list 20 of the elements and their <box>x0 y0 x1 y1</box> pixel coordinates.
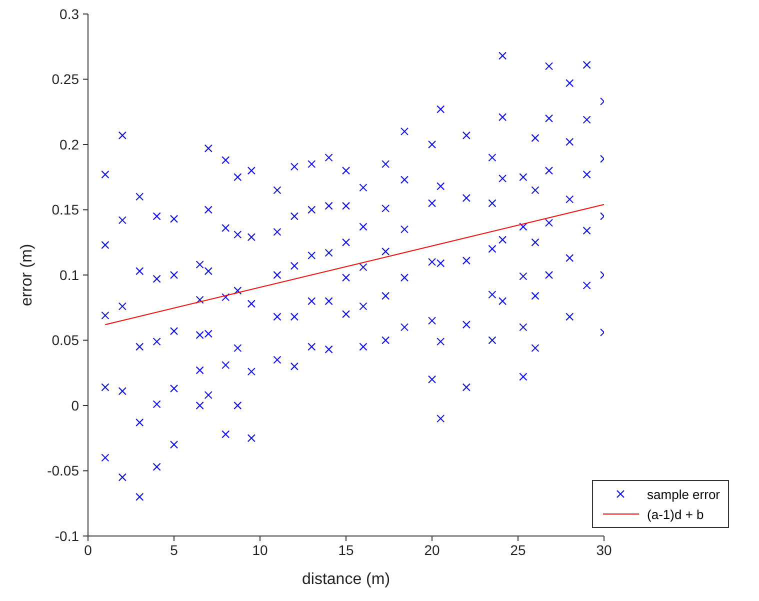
x-tick-label: 0 <box>84 542 92 558</box>
x-tick-label: 10 <box>252 542 268 558</box>
y-tick-label: 0 <box>71 397 80 414</box>
legend-label: (a-1)d + b <box>647 506 704 522</box>
x-axis-title: distance (m) <box>302 571 390 588</box>
x-tick-label: 15 <box>338 542 354 558</box>
y-tick-label: 0.15 <box>52 202 80 218</box>
x-tick-label: 30 <box>596 542 612 558</box>
y-tick-label: 0.1 <box>60 266 80 283</box>
y-axis-title: error (m) <box>18 244 36 306</box>
y-tick-label: 0.05 <box>52 332 80 348</box>
x-tick-label: 5 <box>170 542 178 558</box>
x-tick-label: 25 <box>510 542 526 558</box>
y-tick-label: 0.25 <box>52 71 80 88</box>
y-tick-label: -0.1 <box>54 528 80 544</box>
legend-label: sample error <box>647 486 720 502</box>
y-tick-label: -0.05 <box>47 462 80 479</box>
y-tick-label: 0.3 <box>60 6 80 22</box>
x-tick-label: 20 <box>424 542 440 558</box>
y-tick-label: 0.2 <box>60 136 80 152</box>
